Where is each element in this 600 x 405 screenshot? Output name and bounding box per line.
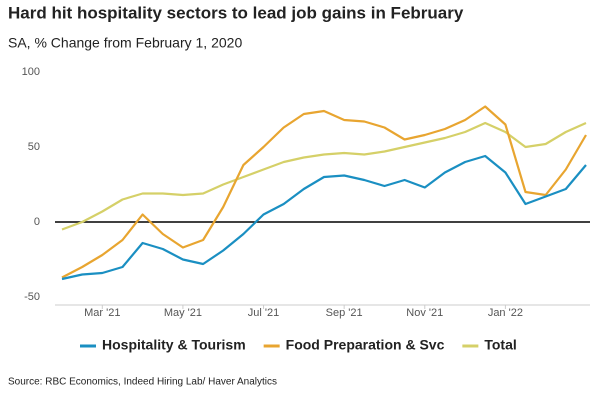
x-tick-label: Jan '22	[488, 307, 523, 319]
source: Source: RBC Economics, Indeed Hiring Lab…	[8, 377, 277, 388]
chart-title: Hard hit hospitality sectors to lead job…	[8, 3, 464, 22]
x-tick-label: Mar '21	[84, 307, 120, 319]
series-line	[61, 154, 587, 281]
x-tick-label: May '21	[164, 307, 202, 319]
chart-subtitle: SA, % Change from February 1, 2020	[8, 35, 242, 51]
legend-label: Food Preparation & Svc	[286, 337, 445, 353]
x-tick-label: Jul '21	[248, 307, 279, 319]
y-tick-label: 50	[28, 141, 40, 153]
legend-label: Hospitality & Tourism	[102, 337, 246, 353]
legend-label: Total	[484, 337, 516, 353]
y-tick-label: 100	[22, 66, 40, 78]
series-line	[61, 105, 587, 279]
x-tick-label: Sep '21	[326, 307, 363, 319]
series-line	[61, 121, 587, 231]
y-tick-label: 0	[34, 216, 40, 228]
x-tick-label: Nov '21	[406, 307, 443, 319]
y-tick-label: -50	[24, 291, 40, 303]
